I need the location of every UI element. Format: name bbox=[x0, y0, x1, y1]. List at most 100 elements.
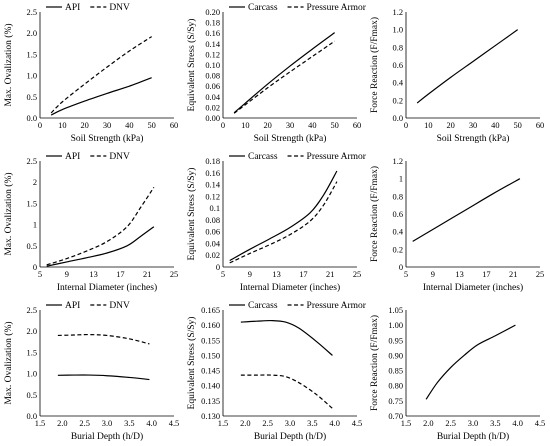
y-axis-label: Max. Ovalization (%) bbox=[3, 172, 14, 255]
x-tick-label: 2.5 bbox=[262, 419, 272, 428]
x-tick-label: 5 bbox=[221, 270, 225, 279]
x-tick-label: 13 bbox=[455, 270, 463, 279]
series-line bbox=[233, 40, 336, 114]
x-tick-label: 21 bbox=[143, 270, 151, 279]
y-tick-label: 0.20 bbox=[205, 8, 220, 17]
x-tick-label: 30 bbox=[469, 121, 477, 130]
x-tick-label: 1.5 bbox=[401, 419, 411, 428]
x-tick-label: 20 bbox=[80, 121, 88, 130]
series-line bbox=[229, 170, 338, 262]
x-tick-label: 0 bbox=[404, 121, 408, 130]
y-tick-label: 0.00 bbox=[205, 114, 220, 123]
x-axis-label: Soil Strength (kPa) bbox=[71, 133, 144, 144]
y-tick-label: 0.150 bbox=[201, 351, 220, 360]
legend-label: Pressure Armor bbox=[307, 152, 367, 162]
legend-label: DNV bbox=[109, 3, 130, 13]
series-line bbox=[412, 178, 521, 242]
legend-label: API bbox=[65, 301, 80, 311]
line-chart: 0 10 20 30 40 50 60 0.0 0.5 1.0 1.5 2.0 2.5 Soil Stre… bbox=[3, 3, 178, 144]
x-tick-label: 10 bbox=[241, 121, 249, 130]
y-tick-label: 1.0 bbox=[27, 370, 37, 379]
x-tick-label: 25 bbox=[353, 270, 361, 279]
x-tick-label: 9 bbox=[248, 270, 252, 279]
line-chart: 0 10 20 30 40 50 60 0.0 0.2 0.4 0.6 0.8 1.0 1.2 Soil S… bbox=[369, 8, 544, 144]
y-tick-label: 1 bbox=[33, 221, 37, 230]
x-tick-label: 3.5 bbox=[307, 419, 317, 428]
x-tick-label: 21 bbox=[326, 270, 334, 279]
y-tick-label: 0.2 bbox=[393, 245, 403, 254]
y-tick-label: 0.10 bbox=[205, 61, 220, 70]
y-tick-label: 0.6 bbox=[393, 210, 403, 219]
x-tick-label: 2.0 bbox=[57, 419, 67, 428]
y-tick-label: 1.2 bbox=[393, 157, 403, 166]
y-tick-label: 0.14 bbox=[205, 181, 220, 190]
y-tick-label: 0.06 bbox=[205, 82, 220, 91]
y-axis-label: Force Reaction (F/Fmax) bbox=[369, 17, 380, 113]
x-tick-label: 3.5 bbox=[490, 419, 500, 428]
chart-panel: 0 10 20 30 40 50 60 0.0 0.5 1.0 1.5 2.0 2.5 Soil Stre… bbox=[0, 0, 183, 148]
y-tick-label: 0.130 bbox=[201, 412, 220, 421]
x-tick-label: 0 bbox=[38, 121, 42, 130]
series-line bbox=[57, 374, 150, 381]
x-tick-label: 60 bbox=[170, 121, 178, 130]
y-tick-label: 1 bbox=[399, 175, 403, 184]
y-tick-label: 1.2 bbox=[393, 8, 403, 17]
y-tick-label: 0 bbox=[399, 263, 403, 272]
chart-panel: 5 9 13 17 21 25 0 0.02 0.04 0.06 0.08 0.1 0.12 0.14 0.… bbox=[183, 149, 367, 297]
series-line bbox=[229, 181, 338, 264]
x-axis-label: Soil Strength (kPa) bbox=[437, 133, 510, 144]
series-line bbox=[50, 77, 152, 116]
y-tick-label: 0.160 bbox=[201, 321, 220, 330]
y-tick-label: 0.5 bbox=[27, 93, 37, 102]
series-line bbox=[416, 29, 519, 104]
y-tick-label: 0.4 bbox=[393, 228, 404, 237]
x-tick-label: 3.0 bbox=[468, 419, 478, 428]
x-tick-label: 5 bbox=[38, 270, 42, 279]
y-tick-label: 0.08 bbox=[205, 216, 220, 225]
y-tick-label: 0.18 bbox=[205, 19, 220, 28]
x-tick-label: 50 bbox=[330, 121, 338, 130]
legend-label: DNV bbox=[109, 152, 130, 162]
series-line bbox=[425, 324, 516, 400]
x-tick-label: 60 bbox=[353, 121, 361, 130]
y-tick-label: 0.04 bbox=[205, 93, 220, 102]
x-tick-label: 4.0 bbox=[512, 419, 522, 428]
x-tick-label: 2.5 bbox=[445, 419, 455, 428]
x-tick-label: 2.0 bbox=[423, 419, 433, 428]
x-tick-label: 50 bbox=[147, 121, 155, 130]
y-tick-label: 2.0 bbox=[27, 29, 37, 38]
y-tick-label: 0.08 bbox=[205, 72, 220, 81]
series-line bbox=[50, 36, 152, 114]
y-tick-label: 0.02 bbox=[205, 251, 220, 260]
x-tick-label: 3.0 bbox=[285, 419, 295, 428]
x-axis-label: Internal Diameter (inches) bbox=[57, 282, 157, 293]
y-axis-label: Force Reaction (F/Fmax) bbox=[369, 315, 380, 411]
x-tick-label: 2.5 bbox=[79, 419, 89, 428]
x-tick-label: 13 bbox=[272, 270, 280, 279]
y-tick-label: 2 bbox=[33, 178, 37, 187]
y-tick-label: 2.5 bbox=[27, 8, 37, 17]
legend-label: Carcass bbox=[248, 3, 278, 13]
x-tick-label: 60 bbox=[536, 121, 544, 130]
x-tick-label: 10 bbox=[424, 121, 432, 130]
y-tick-label: 0.4 bbox=[393, 79, 404, 88]
x-tick-label: 3.5 bbox=[124, 419, 134, 428]
y-tick-label: 0.8 bbox=[393, 192, 403, 201]
y-tick-label: 2.0 bbox=[27, 327, 37, 336]
y-tick-label: 0.165 bbox=[201, 306, 220, 315]
x-tick-label: 4.5 bbox=[169, 419, 179, 428]
y-tick-label: 1.5 bbox=[27, 50, 37, 59]
y-tick-label: 2.5 bbox=[27, 157, 37, 166]
y-tick-label: 0.16 bbox=[205, 29, 220, 38]
y-tick-label: 0.8 bbox=[393, 43, 403, 52]
legend-label: API bbox=[65, 152, 80, 162]
chart-panel: 0 10 20 30 40 50 60 0.0 0.2 0.4 0.6 0.8 1.0 1.2 Soil S… bbox=[366, 0, 549, 148]
y-tick-label: 0.14 bbox=[205, 40, 220, 49]
y-tick-label: 0.12 bbox=[205, 192, 220, 201]
series-line bbox=[46, 226, 155, 267]
y-tick-label: 0.2 bbox=[393, 96, 403, 105]
y-axis-label: Force Reaction (F/Fmax) bbox=[369, 166, 380, 262]
y-tick-label: 0.5 bbox=[27, 391, 37, 400]
x-tick-label: 13 bbox=[89, 270, 97, 279]
